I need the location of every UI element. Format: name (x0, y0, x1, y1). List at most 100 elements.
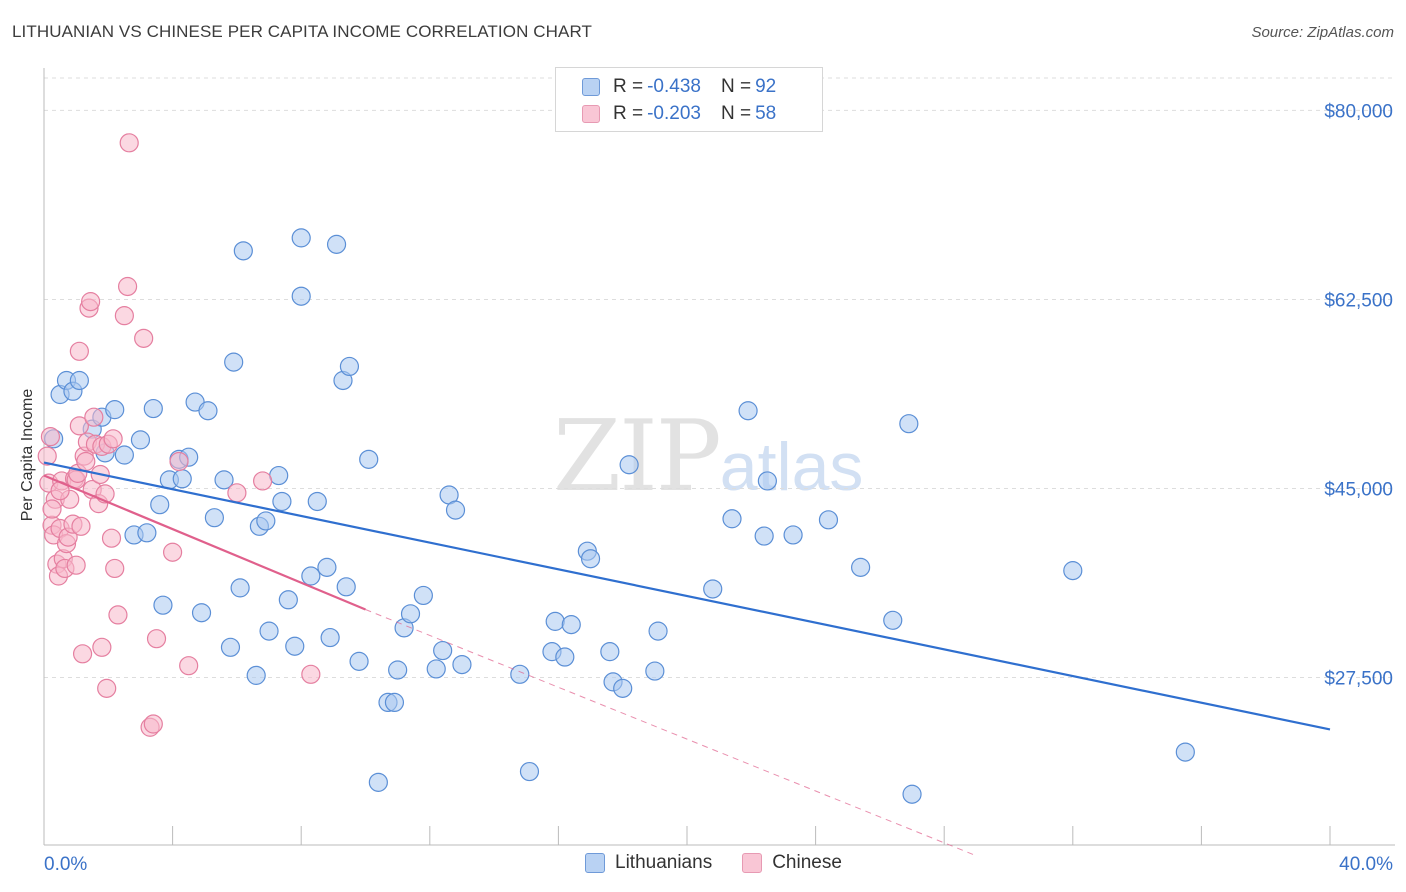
legend-row-lithuanians: R = -0.438 N = 92 (582, 75, 776, 99)
data-point-chinese (72, 644, 93, 664)
tick-labels: $27,500 $45,000 $62,500 $80,000 0.0% 40.0% (44, 101, 1393, 875)
data-point-chinese (40, 427, 61, 447)
legend-n-label: N = (720, 76, 752, 97)
data-point-lithuanians (452, 654, 472, 675)
x-tick-label-max: 40.0% (1339, 854, 1393, 875)
data-point-chinese (227, 483, 247, 503)
correlation-legend: R = -0.438 N = 92 R = -0.203 N = 58 (555, 67, 823, 132)
legend-n-value: 92 (755, 76, 777, 97)
data-point-lithuanians (613, 678, 633, 698)
data-point-chinese (146, 629, 167, 649)
data-point-lithuanians (214, 470, 234, 490)
data-point-lithuanians (291, 228, 311, 248)
legend-label-chinese: Chinese (772, 852, 842, 873)
data-point-lithuanians (400, 604, 421, 624)
data-point-lithuanians (545, 611, 565, 631)
data-point-lithuanians (320, 627, 340, 648)
data-point-chinese (117, 276, 138, 297)
data-point-lithuanians (69, 370, 89, 391)
legend-item-lithuanians: Lithuanians (585, 852, 712, 874)
data-point-lithuanians (851, 557, 871, 577)
x-tick-label-min: 0.0% (44, 854, 87, 875)
trend-line-chinese (43, 474, 366, 611)
y-tick-label: $45,000 (1324, 480, 1393, 501)
legend-swatch-pink (582, 105, 600, 123)
data-point-lithuanians (224, 352, 244, 372)
data-point-chinese (119, 133, 139, 153)
data-point-lithuanians (278, 590, 298, 610)
data-point-lithuanians (198, 401, 218, 421)
data-point-lithuanians (899, 414, 919, 434)
data-point-lithuanians (256, 511, 276, 531)
data-point-lithuanians (783, 525, 803, 545)
data-point-chinese (42, 499, 62, 519)
legend-r-label: R = (613, 103, 644, 124)
legend-swatch-blue (585, 853, 605, 873)
data-point-lithuanians (172, 469, 192, 489)
y-tick-label: $80,000 (1324, 101, 1393, 122)
data-point-lithuanians (368, 772, 388, 792)
data-point-lithuanians (204, 508, 224, 528)
data-point-lithuanians (233, 241, 253, 261)
data-point-lithuanians (307, 491, 327, 512)
watermark-atlas: atlas (719, 429, 864, 505)
data-point-lithuanians (703, 579, 723, 599)
data-point-lithuanians (143, 398, 163, 419)
data-point-lithuanians (619, 455, 639, 475)
data-point-chinese (76, 451, 96, 472)
data-point-lithuanians (384, 692, 405, 713)
data-point-lithuanians (114, 445, 134, 465)
data-point-chinese (69, 416, 89, 436)
data-point-chinese (105, 558, 125, 579)
data-point-chinese (101, 528, 122, 548)
legend-item-chinese: Chinese (742, 852, 842, 874)
data-point-chinese (81, 292, 101, 312)
data-point-lithuanians (291, 286, 311, 306)
data-point-chinese (37, 446, 57, 466)
data-point-lithuanians (561, 615, 581, 635)
data-point-lithuanians (137, 523, 157, 543)
data-point-lithuanians (285, 636, 305, 656)
axes (43, 68, 1395, 846)
data-point-lithuanians (580, 549, 601, 569)
data-point-lithuanians (1063, 561, 1083, 581)
data-point-lithuanians (1175, 742, 1195, 762)
data-point-chinese (66, 555, 86, 575)
data-point-lithuanians (349, 651, 369, 671)
trend-lines (43, 461, 1331, 857)
data-point-lithuanians (754, 526, 774, 546)
chart-title: LITHUANIAN VS CHINESE PER CAPITA INCOME … (12, 22, 593, 41)
data-point-lithuanians (645, 661, 665, 681)
data-point-lithuanians (301, 566, 321, 586)
data-point-lithuanians (433, 640, 453, 661)
data-point-chinese (84, 407, 104, 427)
watermark: ZIPatlas (553, 400, 863, 514)
legend-n-value: 58 (755, 103, 777, 124)
trend-line-lithuanians (43, 461, 1331, 731)
legend-swatch-pink (742, 853, 763, 873)
data-point-chinese (92, 637, 112, 657)
data-point-lithuanians (902, 784, 922, 804)
watermark-zip: ZIP (553, 400, 722, 514)
data-point-lithuanians (519, 761, 540, 782)
trend-extension-chinese (365, 609, 977, 857)
data-point-lithuanians (722, 509, 742, 529)
data-point-lithuanians (326, 234, 347, 254)
data-point-chinese (114, 306, 134, 326)
data-point-chinese (143, 714, 163, 734)
data-point-chinese (69, 341, 89, 361)
data-point-lithuanians (648, 621, 668, 641)
data-point-lithuanians (359, 449, 379, 469)
data-point-lithuanians (413, 585, 433, 606)
data-point-lithuanians (269, 465, 289, 486)
data-point-chinese (169, 451, 189, 472)
data-point-lithuanians (191, 603, 212, 623)
data-point-lithuanians (600, 642, 620, 662)
data-point-lithuanians (388, 660, 408, 680)
data-point-lithuanians (105, 400, 125, 420)
data-point-lithuanians (230, 578, 250, 598)
y-tick-label: $27,500 (1324, 669, 1393, 690)
data-point-lithuanians (130, 430, 151, 450)
data-point-lithuanians (317, 557, 337, 577)
